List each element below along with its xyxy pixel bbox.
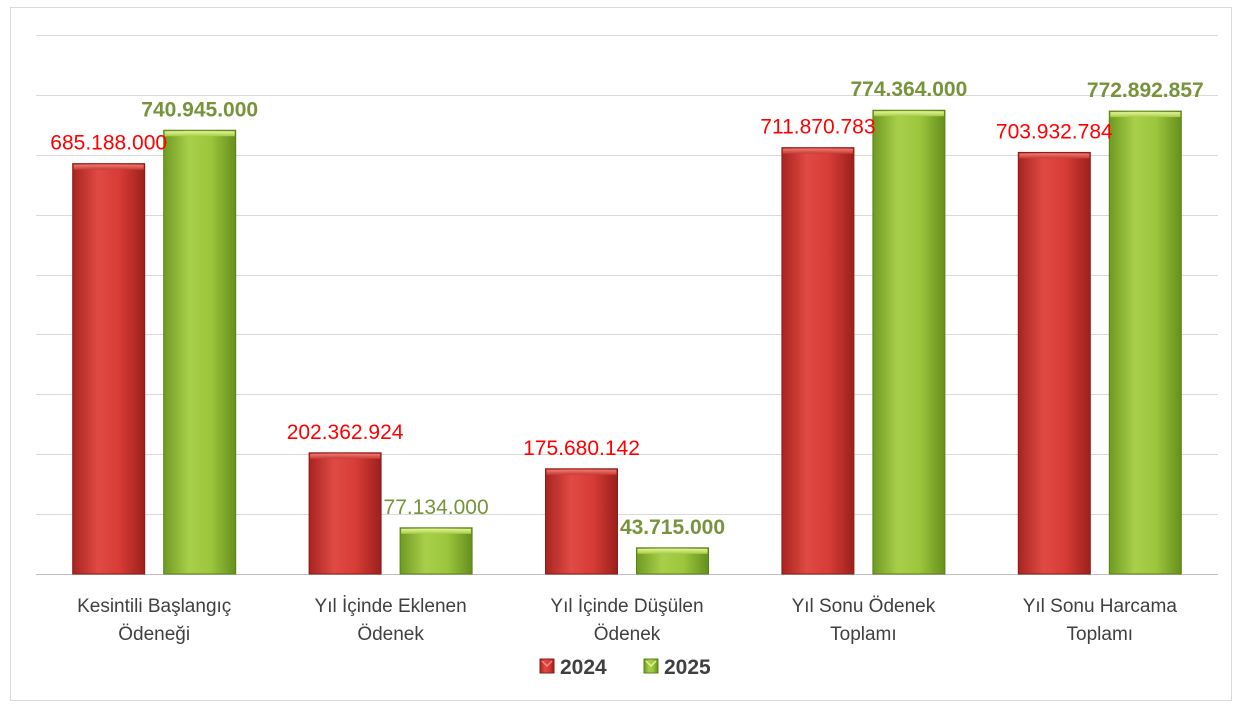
bar-bevel-2024-4 xyxy=(782,148,853,154)
bar-bevel-2025-1 xyxy=(164,131,235,137)
data-label-2024-3: 175.680.142 xyxy=(523,437,640,460)
bars xyxy=(72,109,1182,575)
legend-swatch-bevel-2025 xyxy=(645,660,657,668)
category-label-5-line-2: Toplamı xyxy=(1067,624,1134,645)
bar-bevel-2025-2 xyxy=(401,528,472,534)
category-label-5-line-1: Yıl Sonu Harcama xyxy=(1023,596,1178,617)
data-label-2024-1: 685.188.000 xyxy=(50,132,167,155)
bar-bevel-2024-3 xyxy=(546,469,617,475)
bar-bevel-2024-2 xyxy=(310,453,381,459)
data-label-2025-2: 77.134.000 xyxy=(384,496,489,519)
bar-bevel-2025-3 xyxy=(637,548,708,554)
legend-label-2024: 2024 xyxy=(560,656,607,679)
bar-bevel-2024-1 xyxy=(73,164,144,170)
data-label-2024-5: 703.932.784 xyxy=(996,120,1113,143)
bar-2025-2 xyxy=(399,527,473,575)
category-label-1-line-2: Ödeneği xyxy=(118,624,190,645)
bar-2025-1 xyxy=(163,129,237,575)
bar-bevel-2025-4 xyxy=(873,111,944,117)
bar-bevel-2024-5 xyxy=(1019,153,1090,159)
legend-swatch-bevel-2024 xyxy=(541,660,553,668)
category-label-3-line-1: Yıl İçinde Düşülen xyxy=(550,596,703,617)
legend-label-2025: 2025 xyxy=(664,656,711,679)
category-label-4-line-2: Toplamı xyxy=(830,624,897,645)
bar-2024-2 xyxy=(308,452,382,575)
bar-2024-5 xyxy=(1017,151,1091,575)
bar-2025-4 xyxy=(872,109,946,575)
category-label-2-line-1: Yıl İçinde Eklenen xyxy=(315,596,467,617)
category-label-2-line-2: Ödenek xyxy=(357,624,424,645)
data-label-2025-3: 43.715.000 xyxy=(620,516,725,539)
data-label-2025-4: 774.364.000 xyxy=(851,78,968,101)
category-label-3-line-2: Ödenek xyxy=(594,624,661,645)
category-label-1-line-1: Kesintili Başlangıç xyxy=(77,596,231,617)
bar-2024-4 xyxy=(781,147,855,575)
data-label-2025-5: 772.892.857 xyxy=(1087,79,1204,102)
category-label-4-line-1: Yıl Sonu Ödenek xyxy=(792,596,936,617)
category-labels: Kesintili Başlangıç Ödeneği Yıl İçinde Ekl… xyxy=(77,596,1177,645)
legend: 2024 2025 xyxy=(539,656,711,679)
bar-bevel-2025-5 xyxy=(1110,112,1181,118)
bar-2024-1 xyxy=(72,163,146,575)
bar-2025-5 xyxy=(1108,110,1182,575)
data-label-2024-2: 202.362.924 xyxy=(287,421,404,444)
data-label-2025-1: 740.945.000 xyxy=(141,98,258,121)
bar-2024-3 xyxy=(545,468,618,575)
data-labels: 685.188.000 740.945.000 202.362.924 77.134.… xyxy=(50,78,1203,539)
data-label-2024-4: 711.870.783 xyxy=(760,116,875,139)
